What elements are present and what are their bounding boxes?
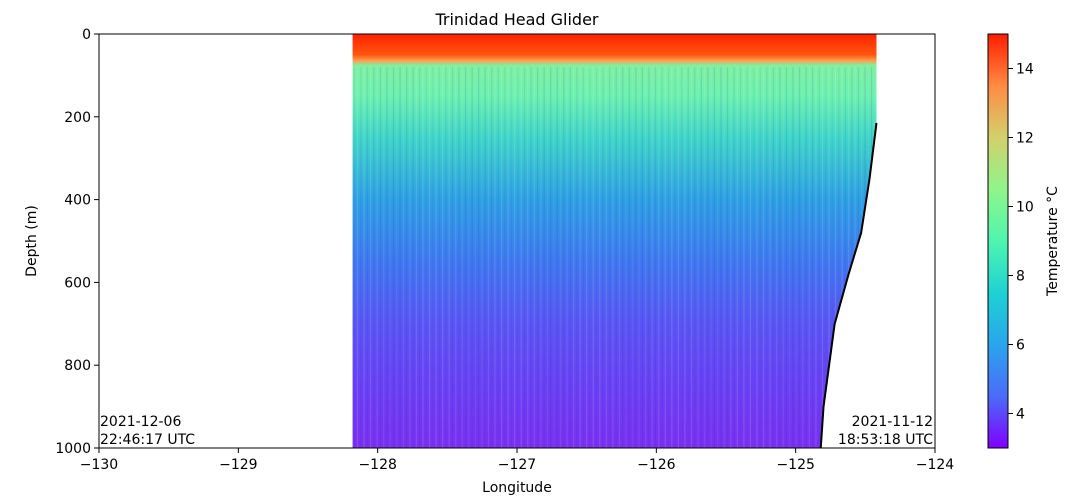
end-time-label: 18:53:18 UTC [838, 432, 933, 448]
colorbar-tick-label: 14 [1016, 62, 1034, 78]
colorbar-tick-label: 10 [1016, 200, 1034, 216]
colorbar-tick-label: 8 [1016, 269, 1025, 285]
x-axis: −130 −129 −128 −127 −126 −125 −124 [80, 448, 955, 473]
start-time-label: 22:46:17 UTC [100, 432, 195, 448]
y-tick-label: 0 [82, 27, 91, 43]
colorbar-label: Temperature °C [1045, 186, 1061, 297]
x-tick-label: −124 [916, 457, 955, 473]
seafloor-mask [820, 123, 879, 448]
x-tick-label: −127 [498, 457, 536, 473]
y-tick-label: 400 [64, 193, 91, 209]
x-axis-label: Longitude [482, 480, 552, 496]
y-axis: 0 200 400 600 800 1000 [55, 27, 99, 457]
y-tick-label: 600 [64, 275, 91, 291]
temperature-section [352, 34, 877, 448]
y-tick-label: 200 [64, 110, 91, 126]
colorbar-tick-label: 6 [1016, 338, 1025, 354]
x-tick-label: −130 [80, 457, 118, 473]
seafloor-boundary [819, 122, 878, 448]
x-tick-label: −126 [637, 457, 676, 473]
temperature-field [352, 34, 879, 448]
colorbar-axis: 4 6 8 10 12 14 [1008, 62, 1034, 423]
colorbar-tick-label: 12 [1016, 131, 1034, 147]
y-tick-label: 800 [64, 358, 91, 374]
colorbar-tick-label: 4 [1016, 407, 1025, 423]
x-tick-label: −129 [219, 457, 257, 473]
end-date-label: 2021-11-12 [852, 414, 933, 430]
x-tick-label: −128 [358, 457, 396, 473]
y-axis-label: Depth (m) [24, 205, 40, 277]
start-date-label: 2021-12-06 [100, 414, 181, 430]
colorbar [987, 33, 1009, 449]
chart-title: Trinidad Head Glider [434, 10, 598, 29]
y-tick-label: 1000 [55, 441, 91, 457]
x-tick-label: −125 [776, 457, 814, 473]
